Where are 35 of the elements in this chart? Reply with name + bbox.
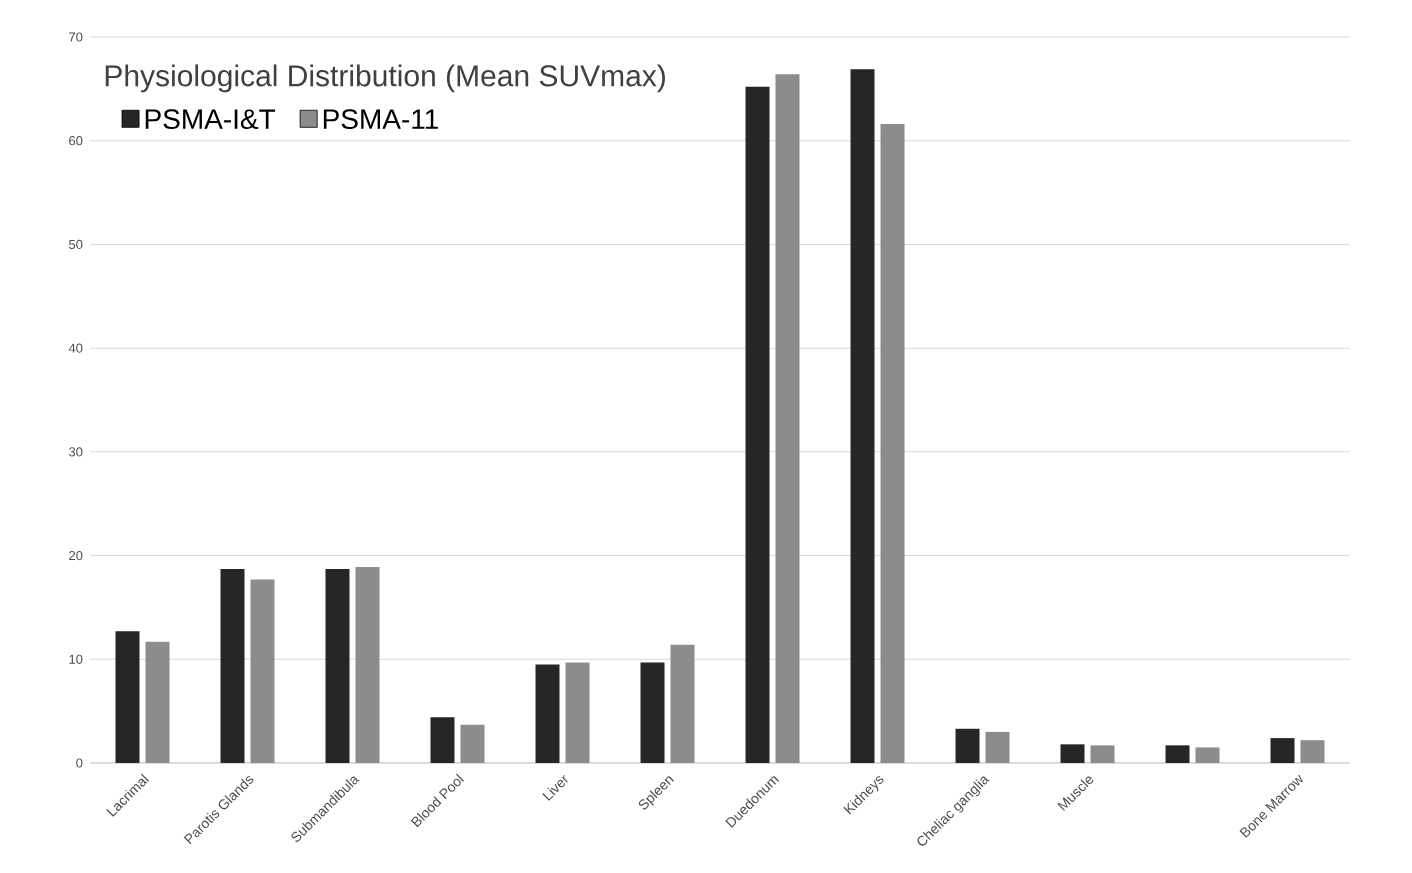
bar [1090,745,1115,763]
y-tick-label: 50 [69,239,83,250]
y-tick-label: 0 [76,758,83,768]
bar [220,569,245,763]
bar [1060,744,1085,763]
y-tick-label: 40 [68,343,83,353]
y-tick-label: 70 [69,32,83,42]
bar [115,631,140,763]
bar [535,664,560,763]
bar [1270,738,1295,763]
bar [1195,747,1220,763]
legend-label: PSMA-11 [323,109,438,130]
bar [1165,745,1190,763]
bar [880,124,905,763]
bar [745,86,770,763]
legend-label: PSMA-I&T [145,109,276,130]
bar [460,724,485,763]
text: Physiological Distribution (Mean SUVmax) [105,64,665,93]
bar [1300,740,1325,763]
bar [355,566,380,763]
y-tick-label: 20 [69,550,83,561]
y-tick-label: 10 [69,654,83,664]
y-tick-label: 30 [68,447,83,457]
bar [775,74,800,763]
bar [250,579,275,763]
bar [430,717,455,763]
bar [955,728,980,763]
bar [670,644,695,763]
y-tick-label: 60 [69,136,83,146]
bar [850,69,875,763]
bar [985,731,1010,763]
bar [565,662,590,763]
bar [640,662,665,763]
bar [325,569,350,763]
bar [145,641,170,763]
